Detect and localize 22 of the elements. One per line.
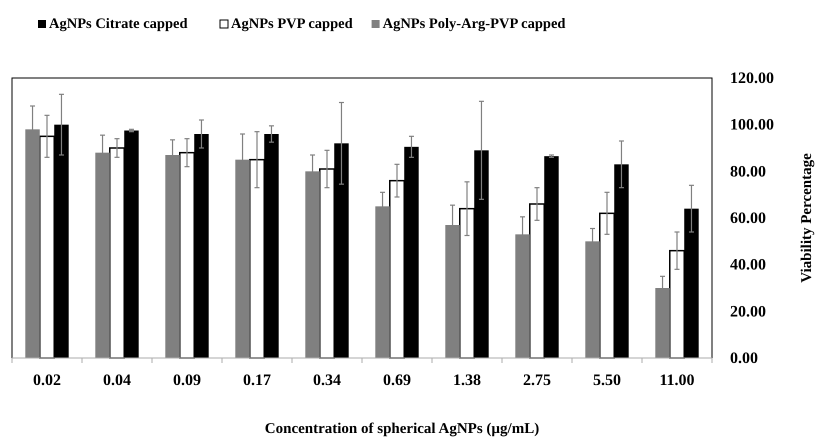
- x-tick-label: 0.34: [313, 372, 341, 389]
- y-tick-label: 60.00: [730, 210, 766, 227]
- x-tick-label: 1.38: [453, 372, 481, 389]
- legend-label: AgNPs Citrate capped: [49, 16, 188, 32]
- x-tick-label: 5.50: [593, 372, 621, 389]
- y-tick-label: 0.00: [730, 350, 758, 367]
- y-tick-label: 100.00: [730, 116, 774, 134]
- y-tick-label: 40.00: [730, 256, 766, 274]
- y-axis-title: Viability Percentage: [799, 152, 815, 283]
- y-tick-label: 120.00: [730, 70, 774, 87]
- x-tick-label: 0.02: [33, 372, 61, 389]
- x-tick-label: 11.00: [659, 372, 695, 389]
- x-axis-title: Concentration of spherical AgNPs (µg/mL): [264, 421, 540, 437]
- x-tick-label: 0.17: [243, 372, 271, 389]
- x-tick-label: 0.69: [383, 372, 411, 389]
- y-tick-label: 80.00: [730, 163, 766, 180]
- x-tick-label: 0.04: [103, 372, 131, 389]
- legend-label: AgNPs PVP capped: [231, 16, 353, 32]
- x-tick-label: 0.09: [173, 372, 201, 389]
- x-tick-label: 2.75: [523, 372, 551, 389]
- y-tick-label: 20.00: [730, 303, 766, 320]
- legend-label: AgNPs Poly-Arg-PVP capped: [382, 16, 566, 32]
